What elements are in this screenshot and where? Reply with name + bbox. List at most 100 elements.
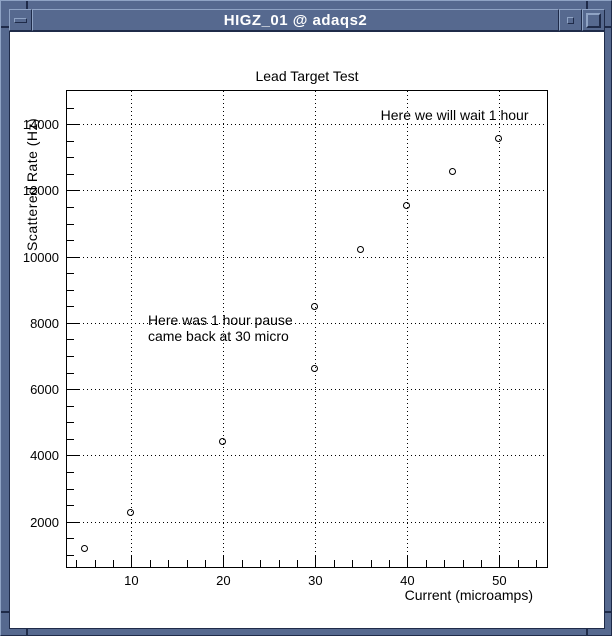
- large-square-icon: [586, 12, 601, 28]
- x-minor-tick: [76, 560, 78, 567]
- x-minor-tick: [333, 560, 335, 567]
- y-tick-label: 8000: [30, 315, 59, 331]
- y-tick-label: 10000: [22, 249, 59, 265]
- x-gridline: [315, 91, 317, 567]
- x-minor-tick: [388, 560, 390, 567]
- y-minor-tick: [67, 339, 74, 341]
- x-minor-tick: [480, 560, 482, 567]
- y-minor-tick: [67, 107, 74, 109]
- y-major-tick: [67, 256, 79, 258]
- y-minor-tick: [67, 157, 74, 159]
- resize-handle-top-right[interactable]: [586, 1, 588, 9]
- titlebar[interactable]: HIGZ_01 @ adaqs2: [9, 9, 605, 31]
- x-gridline: [407, 91, 409, 567]
- y-tick-label: 14000: [22, 117, 59, 133]
- y-major-tick: [67, 322, 79, 324]
- window-menu-button[interactable]: [9, 9, 32, 31]
- y-tick-label: 2000: [30, 514, 59, 530]
- x-major-tick: [499, 555, 501, 567]
- y-minor-tick: [67, 240, 74, 242]
- x-minor-tick: [352, 560, 354, 567]
- x-minor-tick: [94, 560, 96, 567]
- x-gridline: [131, 91, 133, 567]
- y-gridline: [67, 190, 547, 192]
- y-gridline: [67, 455, 547, 457]
- x-tick-label: 20: [216, 573, 231, 588]
- y-major-tick: [67, 190, 79, 192]
- data-point-marker: [448, 167, 456, 175]
- resize-handle-bottom-right[interactable]: [586, 627, 588, 635]
- y-major-tick: [67, 521, 79, 523]
- data-point-marker: [402, 202, 410, 210]
- resize-handle-left-top[interactable]: [1, 26, 9, 28]
- x-tick-label: 40: [400, 573, 415, 588]
- x-minor-tick: [260, 560, 262, 567]
- y-minor-tick: [67, 206, 74, 208]
- y-minor-tick: [67, 538, 74, 540]
- x-minor-tick: [278, 560, 280, 567]
- x-minor-tick: [204, 560, 206, 567]
- y-minor-tick: [67, 306, 74, 308]
- x-minor-tick: [462, 560, 464, 567]
- y-major-tick: [67, 455, 79, 457]
- maximize-button[interactable]: [582, 9, 605, 31]
- y-minor-tick: [67, 505, 74, 507]
- x-gridline: [499, 91, 501, 567]
- x-major-tick: [315, 555, 317, 567]
- x-major-tick: [223, 555, 225, 567]
- y-major-tick: [67, 124, 79, 126]
- resize-handle-top-left[interactable]: [26, 1, 28, 9]
- x-gridline: [223, 91, 225, 567]
- x-minor-tick: [112, 560, 114, 567]
- data-point-marker: [80, 545, 88, 553]
- x-tick-label: 30: [308, 573, 323, 588]
- x-minor-tick: [168, 560, 170, 567]
- canvas: Lead Target Test Current (microamps) Sca…: [9, 31, 605, 629]
- x-major-tick: [407, 555, 409, 567]
- y-minor-tick: [67, 488, 74, 490]
- y-minor-tick: [67, 140, 74, 142]
- annotation: Here we will wait 1 hour: [380, 106, 529, 123]
- x-axis-title: Current (microamps): [404, 587, 533, 603]
- y-minor-tick: [67, 223, 74, 225]
- x-tick-label: 10: [124, 573, 139, 588]
- data-point-marker: [218, 437, 226, 445]
- resize-handle-right-top[interactable]: [603, 26, 611, 28]
- y-minor-tick: [67, 273, 74, 275]
- y-tick-label: 12000: [22, 183, 59, 199]
- y-minor-tick: [67, 554, 74, 556]
- y-minor-tick: [67, 372, 74, 374]
- y-tick-label: 6000: [30, 382, 59, 398]
- x-major-tick: [131, 555, 133, 567]
- x-minor-tick: [186, 560, 188, 567]
- horizontal-bar-icon: [14, 17, 27, 23]
- data-point-marker: [126, 508, 134, 516]
- y-minor-tick: [67, 356, 74, 357]
- y-minor-tick: [67, 289, 74, 291]
- restore-button[interactable]: [559, 9, 582, 31]
- y-minor-tick: [67, 438, 74, 440]
- annotation: Here was 1 hour pause came back at 30 mi…: [147, 311, 293, 344]
- x-minor-tick: [517, 560, 519, 567]
- y-gridline: [67, 124, 547, 126]
- data-point-marker: [356, 245, 364, 253]
- x-minor-tick: [241, 560, 243, 567]
- resize-handle-right-bottom[interactable]: [603, 611, 611, 613]
- window-title: HIGZ_01 @ adaqs2: [32, 9, 559, 31]
- data-point-marker: [310, 364, 318, 372]
- x-minor-tick: [425, 560, 427, 567]
- plot-area: Lead Target Test Current (microamps) Sca…: [23, 68, 548, 603]
- x-tick-label: 50: [492, 573, 507, 588]
- y-axis-title: Scattered Rate (Hz): [24, 88, 40, 251]
- x-minor-tick: [536, 560, 538, 567]
- x-minor-tick: [370, 560, 372, 567]
- y-gridline: [67, 521, 547, 523]
- small-square-icon: [567, 16, 574, 24]
- data-point-marker: [494, 134, 502, 142]
- y-tick-label: 4000: [30, 448, 59, 464]
- resize-handle-left-bottom[interactable]: [1, 611, 9, 613]
- y-gridline: [67, 322, 547, 324]
- resize-handle-bottom-left[interactable]: [26, 627, 28, 635]
- y-gridline: [67, 389, 547, 391]
